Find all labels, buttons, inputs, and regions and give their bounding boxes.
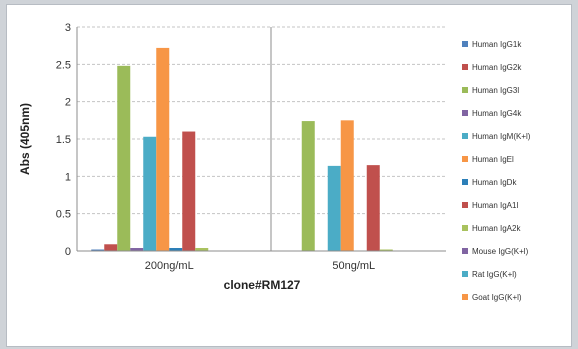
legend-label: Mouse IgG(K+l) <box>472 247 529 256</box>
y-tick-label: 2 <box>65 97 71 109</box>
legend-label: Human IgEl <box>472 155 514 164</box>
legend-swatch <box>462 41 468 47</box>
legend-label: Human IgM(K+l) <box>472 132 531 141</box>
x-tick-label: 200ng/mL <box>145 260 194 272</box>
legend-label: Human IgDk <box>472 178 517 187</box>
bar <box>182 131 196 251</box>
y-tick-label: 2.5 <box>56 59 71 71</box>
bar <box>327 165 341 251</box>
y-tick-label: 3 <box>65 22 71 34</box>
x-tick-labels: 200ng/mL 50ng/mL <box>145 260 375 272</box>
bar <box>130 248 144 251</box>
x-tick-label: 50ng/mL <box>332 260 375 272</box>
chart-frame: 0 0.5 1 1.5 2 2.5 3 200ng/mL 50ng/mL Abs (405nm… <box>6 4 572 347</box>
grid-lines <box>77 26 446 215</box>
bar <box>379 249 393 251</box>
y-axis-title: Abs (405nm) <box>18 103 32 175</box>
bar <box>104 244 118 251</box>
legend-swatch <box>462 271 468 277</box>
y-tick-label: 1.5 <box>56 134 71 146</box>
bar <box>169 248 183 251</box>
axes <box>76 27 446 252</box>
bar <box>143 136 157 251</box>
legend-label: Human IgA2k <box>472 224 521 233</box>
bar <box>366 165 380 251</box>
y-tick-label: 1 <box>65 171 71 183</box>
legend-label: Human IgA1l <box>472 201 518 210</box>
bar <box>91 249 105 251</box>
bar-chart: 0 0.5 1 1.5 2 2.5 3 200ng/mL 50ng/mL Abs (405nm… <box>18 22 531 302</box>
legend-swatch <box>462 64 468 70</box>
bar <box>340 120 354 251</box>
bar <box>117 65 131 252</box>
bar <box>301 121 315 251</box>
legend: Human IgG1k Human IgG2k Human IgG3l Human I… <box>462 40 531 302</box>
legend-swatch <box>462 202 468 208</box>
bar <box>156 47 170 252</box>
legend-swatch <box>462 179 468 185</box>
legend-label: Human IgG1k <box>472 40 522 49</box>
legend-label: Human IgG3l <box>472 86 519 95</box>
bar <box>195 248 209 251</box>
legend-swatch <box>462 110 468 116</box>
y-tick-labels: 0 0.5 1 1.5 2 2.5 3 <box>56 22 71 258</box>
y-tick-label: 0.5 <box>56 209 71 221</box>
legend-swatch <box>462 294 468 300</box>
legend-label: Rat IgG(K+l) <box>472 270 517 279</box>
legend-swatch <box>462 225 468 231</box>
legend-swatch <box>462 156 468 162</box>
legend-swatch <box>462 133 468 139</box>
y-tick-label: 0 <box>65 246 71 258</box>
legend-label: Human IgG2k <box>472 63 522 72</box>
legend-swatch <box>462 248 468 254</box>
legend-label: Human IgG4k <box>472 109 522 118</box>
legend-label: Goat IgG(K+l) <box>472 293 522 302</box>
bars <box>91 47 393 252</box>
legend-swatch <box>462 87 468 93</box>
x-axis-title: clone#RM127 <box>224 278 301 292</box>
